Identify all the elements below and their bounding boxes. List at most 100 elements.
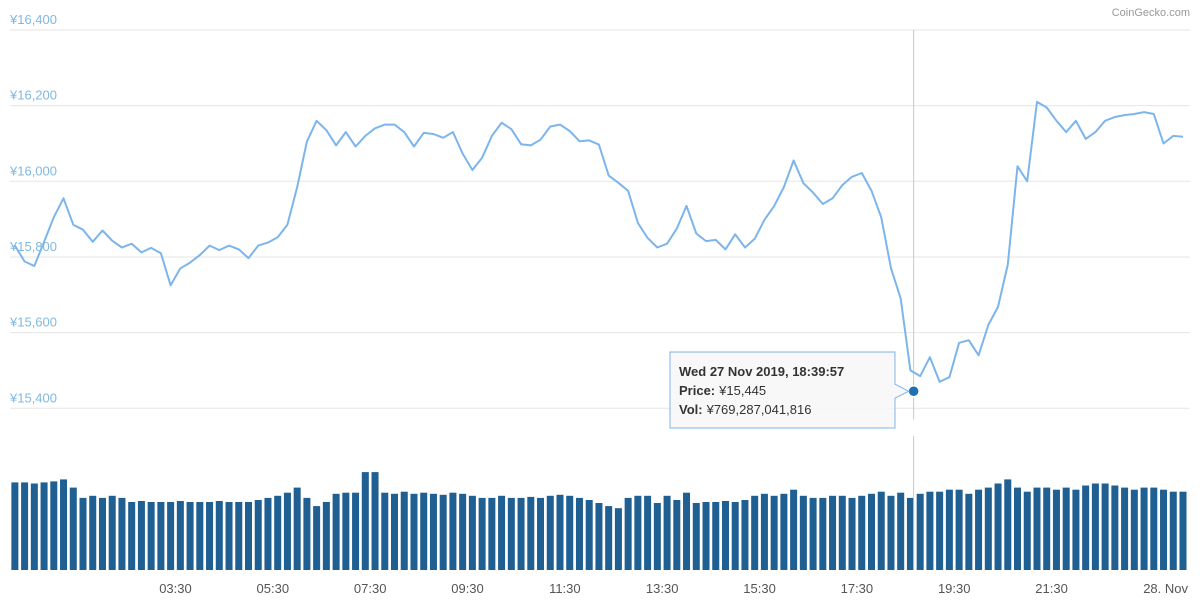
volume-bar (926, 491, 934, 570)
volume-bar (848, 497, 856, 570)
volume-bar (1140, 487, 1148, 570)
volume-bar (21, 482, 29, 570)
volume-bar (858, 495, 866, 570)
volume-bar (391, 493, 399, 570)
volume-bar (303, 497, 311, 570)
volume-bar (293, 487, 301, 570)
volume-bar (829, 495, 837, 570)
volume-bar (721, 501, 729, 570)
volume-bar (459, 493, 467, 570)
tooltip-label: Vol: (679, 402, 703, 417)
volume-bar (410, 493, 418, 570)
volume-bar (439, 494, 447, 570)
volume-bar (1033, 487, 1041, 570)
x-tick-label: 19:30 (938, 581, 971, 596)
volume-bar (128, 502, 136, 570)
volume-bar (887, 495, 895, 570)
volume-bar (186, 502, 194, 570)
volume-bar (1023, 491, 1031, 570)
y-tick-label: ¥16,400 (9, 12, 57, 27)
volume-bar (225, 502, 233, 570)
volume-bar (342, 492, 350, 570)
volume-bar (1004, 479, 1012, 570)
volume-bar (147, 502, 155, 570)
volume-bar (595, 503, 603, 570)
volume-bar (809, 497, 817, 570)
x-tick-label: 11:30 (549, 581, 581, 596)
volume-bar (196, 502, 204, 570)
volume-bar (897, 492, 905, 570)
volume-bar (507, 497, 515, 570)
tooltip-title: Wed 27 Nov 2019, 18:39:57 (679, 364, 844, 379)
volume-bar (1043, 487, 1051, 570)
x-tick-label: 13:30 (646, 581, 679, 596)
volume-bar (1062, 487, 1070, 570)
tooltip-label: Price: (679, 383, 715, 398)
x-tick-label: 15:30 (743, 581, 776, 596)
volume-bar (867, 493, 876, 570)
volume-bar (11, 482, 19, 570)
volume-bar (916, 493, 924, 570)
volume-bar (556, 494, 564, 570)
volume-bar (361, 472, 369, 570)
x-tick-label: 21:30 (1035, 581, 1068, 596)
volume-bar (790, 489, 798, 570)
volume-bar (799, 495, 807, 570)
volume-bar (1014, 487, 1022, 570)
volume-bar (274, 495, 282, 570)
tooltip-row: Vol: ¥769,287,041,816 (679, 402, 811, 417)
volume-bar (488, 497, 496, 570)
volume-bar (984, 487, 992, 570)
volume-bar (1160, 489, 1168, 570)
volume-bar (478, 497, 486, 570)
volume-bar (614, 508, 622, 570)
volume-bar (936, 491, 944, 570)
volume-bar (40, 482, 48, 570)
x-tick-label: 05:30 (257, 581, 290, 596)
volume-bar (731, 502, 739, 570)
volume-bar (137, 501, 145, 570)
volume-bar (1072, 489, 1080, 570)
volume-bar (575, 497, 583, 570)
y-tick-label: ¥15,600 (9, 315, 57, 330)
volume-bar (819, 497, 827, 570)
x-tick-label: 07:30 (354, 581, 387, 596)
volume-bar (449, 492, 457, 570)
volume-bar (634, 495, 642, 570)
volume-bar (527, 496, 535, 570)
volume-bar (517, 497, 525, 570)
volume-bar (381, 492, 389, 570)
volume-bar (712, 502, 720, 570)
volume-bar (653, 503, 661, 570)
volume-bar (566, 495, 574, 570)
volume-bar (760, 493, 768, 570)
volume-bar (877, 491, 885, 570)
volume-bar (332, 493, 340, 570)
volume-bar (1091, 483, 1099, 570)
volume-bar (546, 495, 554, 570)
volume-bar (1150, 487, 1158, 570)
volume-bar (1130, 489, 1138, 570)
price-line (14, 100, 1184, 383)
volume-bar (30, 483, 38, 570)
volume-bar (215, 501, 223, 570)
volume-bar (537, 497, 545, 570)
volume-bar (605, 506, 613, 570)
volume-bar (498, 495, 506, 570)
x-tick-label: 28. Nov (1143, 581, 1188, 596)
volume-bar (167, 502, 175, 570)
x-tick-label: 09:30 (451, 581, 484, 596)
volume-bar (1179, 491, 1187, 570)
volume-bar (1121, 487, 1129, 570)
volume-bar (206, 502, 214, 570)
volume-bar (1169, 491, 1177, 570)
volume-bar (994, 483, 1002, 570)
tooltip-row: Price: ¥15,445 (679, 383, 766, 398)
x-tick-label: 17:30 (841, 581, 874, 596)
hover-marker (907, 384, 920, 398)
tooltip-value: ¥15,445 (718, 383, 766, 398)
y-tick-label: ¥16,000 (9, 163, 57, 178)
x-tick-label: 03:30 (159, 581, 192, 596)
